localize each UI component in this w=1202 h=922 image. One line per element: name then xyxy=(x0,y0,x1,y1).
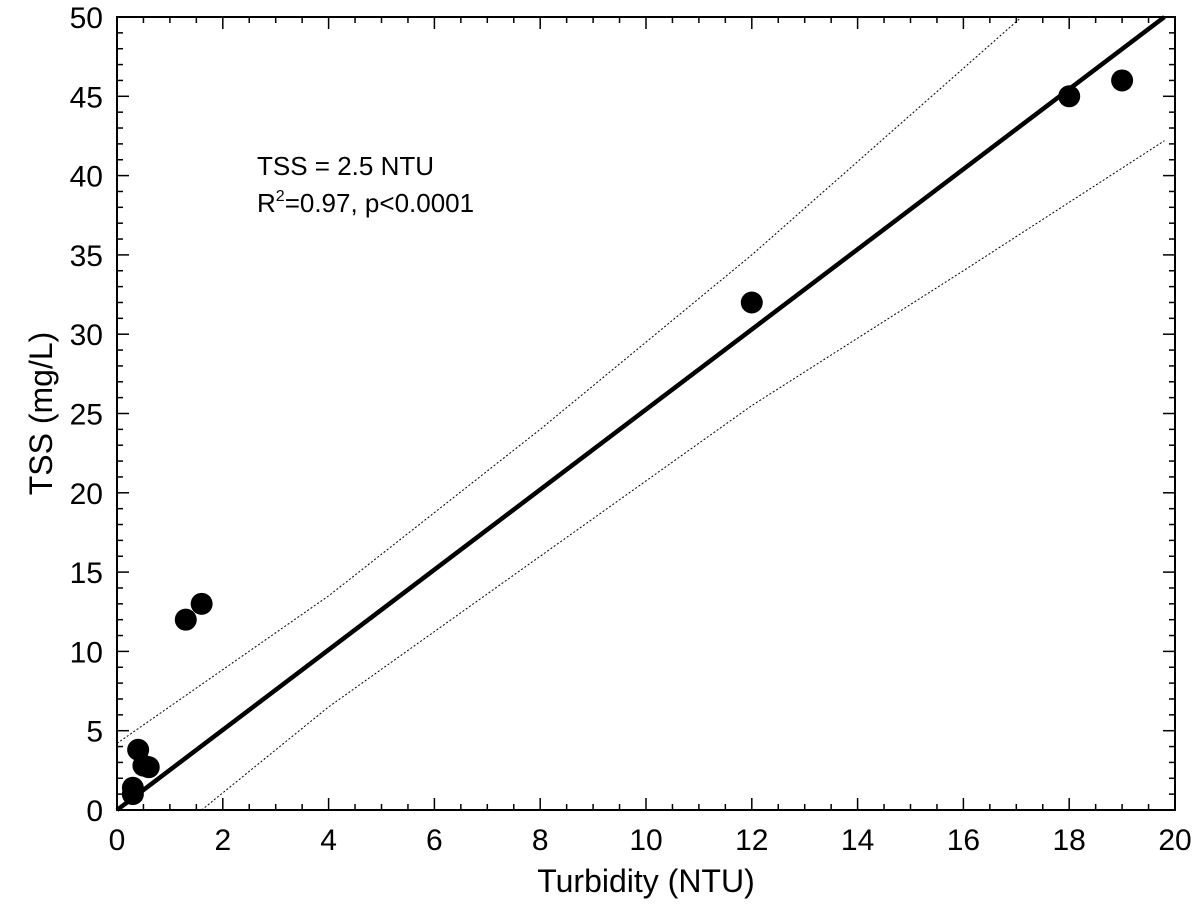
regression-line xyxy=(115,15,1166,812)
y-tick-label: 30 xyxy=(70,319,103,352)
x-tick-label: 0 xyxy=(109,824,126,857)
y-tick-label: 0 xyxy=(86,795,103,828)
confidence-band-upper xyxy=(116,16,1022,744)
data-point xyxy=(137,756,160,779)
x-tick-label: 14 xyxy=(841,824,874,857)
annotation-r-symbol: R xyxy=(257,188,276,218)
y-tick-label: 5 xyxy=(86,716,103,749)
y-tick-label: 45 xyxy=(70,81,103,114)
x-tick-labels: 0 2 4 6 8 10 12 14 16 18 20 xyxy=(109,824,1192,857)
y-tick-label: 15 xyxy=(70,557,103,590)
data-point xyxy=(121,776,144,799)
confidence-bands xyxy=(116,16,1165,811)
data-point xyxy=(740,291,763,314)
x-tick-label: 20 xyxy=(1158,824,1191,857)
x-tick-label: 10 xyxy=(629,824,662,857)
y-tick-label: 50 xyxy=(70,2,103,35)
x-tick-label: 2 xyxy=(214,824,231,857)
x-tick-label: 8 xyxy=(532,824,549,857)
annotation-stats: R2=0.97, p<0.0001 xyxy=(257,188,474,218)
y-axis-label: TSS (mg/L) xyxy=(23,332,59,496)
y-tick-label: 40 xyxy=(70,161,103,194)
y-tick-labels: 0 5 10 15 20 25 30 35 40 45 50 xyxy=(70,2,103,828)
y-tick-label: 25 xyxy=(70,399,103,432)
data-point xyxy=(1058,85,1081,108)
x-tick-label: 6 xyxy=(426,824,443,857)
y-tick-label: 10 xyxy=(70,636,103,669)
data-point xyxy=(174,608,197,631)
annotation-superscript: 2 xyxy=(276,188,285,205)
y-tick-label: 35 xyxy=(70,240,103,273)
x-tick-label: 4 xyxy=(320,824,337,857)
x-tick-label: 16 xyxy=(947,824,980,857)
x-tick-label: 12 xyxy=(735,824,768,857)
annotation-stats-value: =0.97, p<0.0001 xyxy=(285,188,474,218)
annotation-equation: TSS = 2.5 NTU xyxy=(257,151,434,181)
data-point xyxy=(190,592,213,615)
data-point xyxy=(1111,69,1134,92)
y-tick-label: 20 xyxy=(70,478,103,511)
x-axis-label: Turbidity (NTU) xyxy=(537,863,754,899)
x-tick-label: 18 xyxy=(1053,824,1086,857)
plot-frame xyxy=(116,16,1176,811)
data-points xyxy=(121,69,1134,806)
confidence-band-lower xyxy=(201,140,1165,811)
